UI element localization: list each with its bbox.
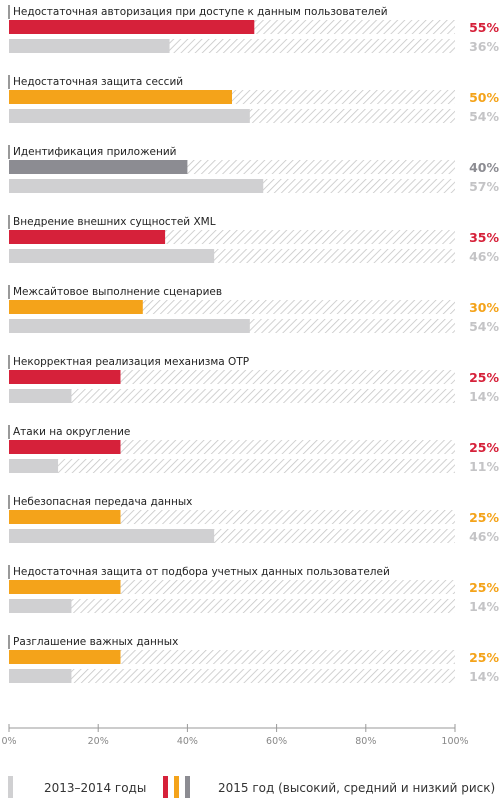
category-label: Недостаточная защита сессий xyxy=(13,76,183,88)
legend-swatch-prev xyxy=(8,776,13,798)
bar-track-prev xyxy=(9,669,455,683)
bar-current xyxy=(9,580,121,594)
category-row: Недостаточная авторизация при доступе к … xyxy=(8,5,499,54)
value-label-prev: 11% xyxy=(469,459,499,474)
value-label-prev: 46% xyxy=(469,249,499,264)
bar-prev xyxy=(9,179,264,193)
category-label: Недостаточная авторизация при доступе к … xyxy=(13,6,388,18)
value-label-prev: 54% xyxy=(469,109,499,124)
value-label-current: 25% xyxy=(469,510,499,525)
legend-swatch-high xyxy=(163,776,168,798)
category-label: Идентификация приложений xyxy=(13,146,177,158)
bar-current xyxy=(9,90,232,104)
x-tick-label: 80% xyxy=(355,736,376,747)
x-tick-label: 40% xyxy=(177,736,198,747)
value-label-prev: 36% xyxy=(469,39,499,54)
bar-prev xyxy=(9,669,72,683)
category-row: Внедрение внешних сущностей XML 35% 46% xyxy=(8,215,499,264)
value-label-current: 25% xyxy=(469,580,499,595)
category-row: Разглашение важных данных 25% 14% xyxy=(8,635,499,684)
bar-prev xyxy=(9,389,72,403)
bar-current xyxy=(9,650,121,664)
bar-current xyxy=(9,370,121,384)
bar-prev xyxy=(9,249,215,263)
x-axis: 0% 20% 40% 60% 80% 100% xyxy=(1,724,469,747)
bar-current xyxy=(9,20,255,34)
bar-current xyxy=(9,160,188,174)
bar-prev xyxy=(9,39,170,53)
bar-prev xyxy=(9,319,250,333)
legend-swatch-medium xyxy=(174,776,179,798)
value-label-prev: 57% xyxy=(469,179,499,194)
x-tick-label: 100% xyxy=(441,736,468,747)
value-label-current: 40% xyxy=(469,160,499,175)
value-label-current: 55% xyxy=(469,20,499,35)
category-row: Недостаточная защита от подбора учетных … xyxy=(8,565,499,614)
bar-current xyxy=(9,300,143,314)
legend-label-prev: 2013–2014 годы xyxy=(44,781,146,795)
value-label-current: 25% xyxy=(469,370,499,385)
bar-current xyxy=(9,510,121,524)
bar-current xyxy=(9,440,121,454)
x-tick-label: 0% xyxy=(1,736,16,747)
value-label-prev: 54% xyxy=(469,319,499,334)
chart-rows: Недостаточная авторизация при доступе к … xyxy=(8,5,499,684)
category-row: Небезопасная передача данных 25% 46% xyxy=(8,495,499,544)
bar-track-prev xyxy=(9,599,455,613)
category-row: Идентификация приложений 40% 57% xyxy=(8,145,499,194)
category-label: Недостаточная защита от подбора учетных … xyxy=(13,566,390,578)
bar-track-prev xyxy=(9,389,455,403)
value-label-prev: 46% xyxy=(469,529,499,544)
category-label: Разглашение важных данных xyxy=(13,636,178,648)
value-label-current: 35% xyxy=(469,230,499,245)
category-label: Небезопасная передача данных xyxy=(13,496,192,508)
x-tick-label: 20% xyxy=(88,736,109,747)
value-label-prev: 14% xyxy=(469,389,499,404)
value-label-current: 50% xyxy=(469,90,499,105)
value-label-current: 25% xyxy=(469,650,499,665)
legend-label-current: 2015 год (высокий, средний и низкий риск… xyxy=(218,781,495,795)
bar-prev xyxy=(9,459,59,473)
category-label: Межсайтовое выполнение сценариев xyxy=(13,286,222,298)
bar-prev xyxy=(9,109,250,123)
bar-prev xyxy=(9,599,72,613)
bar-track-prev xyxy=(9,459,455,473)
value-label-current: 30% xyxy=(469,300,499,315)
value-label-current: 25% xyxy=(469,440,499,455)
category-row: Некорректная реализация механизма OTP 25%… xyxy=(8,355,499,404)
value-label-prev: 14% xyxy=(469,669,499,684)
category-label: Атаки на округление xyxy=(13,426,130,438)
category-row: Атаки на округление 25% 11% xyxy=(8,425,499,474)
category-label: Некорректная реализация механизма OTP xyxy=(13,356,249,368)
bar-prev xyxy=(9,529,215,543)
chart-legend: 2013–2014 годы 2015 год (высокий, средни… xyxy=(8,776,495,798)
category-row: Межсайтовое выполнение сценариев 30% 54% xyxy=(8,285,499,334)
bar-current xyxy=(9,230,166,244)
category-label: Внедрение внешних сущностей XML xyxy=(13,216,216,228)
value-label-prev: 14% xyxy=(469,599,499,614)
legend-swatch-low xyxy=(185,776,190,798)
category-row: Недостаточная защита сессий 50% 54% xyxy=(8,75,499,124)
x-tick-label: 60% xyxy=(266,736,287,747)
